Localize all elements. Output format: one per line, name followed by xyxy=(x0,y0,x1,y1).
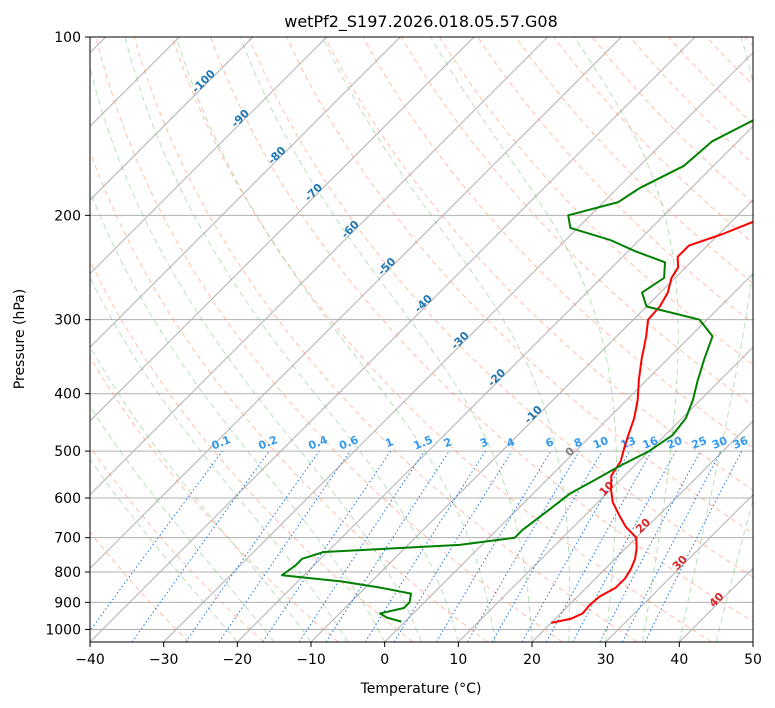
dewpoint-profile-line xyxy=(281,119,753,623)
dry-adiabat-line xyxy=(324,37,753,491)
dry-adiabat-line xyxy=(286,37,753,534)
isotherm-line xyxy=(90,37,401,349)
moist-adiabat-line xyxy=(90,276,349,642)
background-lines xyxy=(90,37,753,642)
y-tick-label: 100 xyxy=(54,30,81,46)
mixing-ratio-line xyxy=(218,450,351,642)
moist-adiabat-line xyxy=(90,405,275,642)
mixing-ratio-label: 30 xyxy=(710,434,729,452)
isotherm-line xyxy=(457,346,753,642)
moist-adiabat-line xyxy=(90,345,312,642)
moist-adiabat-line xyxy=(239,37,533,642)
y-tick-label: 1000 xyxy=(45,622,81,638)
dry-adiabat-line xyxy=(90,531,190,642)
y-tick-label: 500 xyxy=(54,444,81,460)
dry-adiabat-line xyxy=(90,259,414,642)
dry-adiabat-line xyxy=(438,37,753,365)
y-axis-ticks: 1000 900 800 700 600 500 400 300 200 100 xyxy=(45,30,90,638)
isotherm-line xyxy=(90,37,475,422)
mixing-ratio-line xyxy=(325,450,450,642)
mixing-ratio-label: 2 xyxy=(442,435,454,450)
moist-adiabat-line xyxy=(715,498,753,642)
y-tick-label: 800 xyxy=(54,565,81,581)
mixing-ratio-label: 36 xyxy=(731,434,750,452)
y-tick-label: 400 xyxy=(54,387,81,403)
dry-adiabat-line xyxy=(90,356,339,642)
x-tick-label: −30 xyxy=(149,652,179,668)
mixing-ratio-line xyxy=(90,450,223,632)
moist-adiabat-line xyxy=(574,37,679,642)
mixing-ratio-line xyxy=(572,450,677,642)
isotherm-line xyxy=(90,37,254,201)
mixing-ratio-label: 13 xyxy=(619,434,638,452)
isotherm-line xyxy=(90,37,622,570)
x-tick-label: −20 xyxy=(223,652,253,668)
x-axis-ticks: −40 −30 −20 −10 0 10 20 30 40 50 xyxy=(75,642,762,668)
mixing-ratio-label: 20 xyxy=(665,434,684,452)
moist-adiabat-line xyxy=(430,37,617,642)
mixing-ratio-label: 10 xyxy=(591,434,610,452)
y-tick-label: 600 xyxy=(54,491,81,507)
mixing-ratio-line xyxy=(545,450,653,642)
mixing-ratio-line xyxy=(262,450,392,642)
x-tick-label: 40 xyxy=(670,652,688,668)
plot-frame xyxy=(89,36,754,643)
dry-adiabat-line xyxy=(95,37,563,642)
moist-adiabat-line xyxy=(124,37,459,642)
x-tick-label: 20 xyxy=(523,652,541,668)
mixing-ratio-line xyxy=(521,450,630,642)
x-tick-label: −10 xyxy=(296,652,326,668)
isotherm-line xyxy=(163,51,753,642)
moist-adiabat-line xyxy=(90,189,386,642)
mixing-ratio-line xyxy=(298,450,425,642)
mixing-ratio-label: 8 xyxy=(572,435,584,450)
temperature-profile-line xyxy=(550,220,753,624)
dry-adiabat-line xyxy=(362,37,753,449)
y-axis-label: Pressure (hPa) xyxy=(12,289,28,389)
mixing-ratio-line xyxy=(185,450,320,642)
mixing-ratio-label: 25 xyxy=(690,434,709,452)
x-tick-label: 30 xyxy=(597,652,615,668)
mixing-ratio-label: 3 xyxy=(478,435,490,450)
isotherm-line xyxy=(605,493,753,642)
isotherm-line xyxy=(236,125,753,642)
isotherm-line xyxy=(90,37,549,496)
moist-adiabat-line xyxy=(90,458,238,642)
moist-adiabat-line xyxy=(322,37,571,642)
mixing-ratio-label: 1 xyxy=(383,435,395,450)
isotherm-line xyxy=(90,37,328,275)
moist-adiabat-line xyxy=(175,37,496,642)
x-tick-label: 0 xyxy=(380,652,389,668)
x-axis-label: Temperature (°C) xyxy=(360,681,482,697)
x-tick-label: 50 xyxy=(744,652,762,668)
moist-adiabat-line xyxy=(90,65,422,642)
isotherm-line xyxy=(90,37,696,642)
dry-adiabat-line xyxy=(210,37,753,623)
y-tick-label: 900 xyxy=(54,595,81,611)
y-tick-label: 700 xyxy=(54,531,81,547)
chart-title: wetPf2_S197.2026.018.05.57.G08 xyxy=(284,12,558,32)
dry-adiabat-line xyxy=(248,37,753,578)
y-tick-label: 200 xyxy=(54,208,81,224)
moist-adiabat-line xyxy=(678,37,753,642)
mixing-ratio-line xyxy=(393,450,513,642)
x-tick-label: −40 xyxy=(75,652,105,668)
isotherm-line xyxy=(531,420,753,642)
dry-adiabat-line xyxy=(133,37,638,642)
profile-lines xyxy=(281,119,753,624)
mixing-ratio-line xyxy=(644,450,743,642)
dry-adiabat-line xyxy=(400,37,753,407)
x-tick-label: 10 xyxy=(449,652,467,668)
mixing-ratio-line xyxy=(131,450,270,642)
y-tick-label: 300 xyxy=(54,313,81,329)
